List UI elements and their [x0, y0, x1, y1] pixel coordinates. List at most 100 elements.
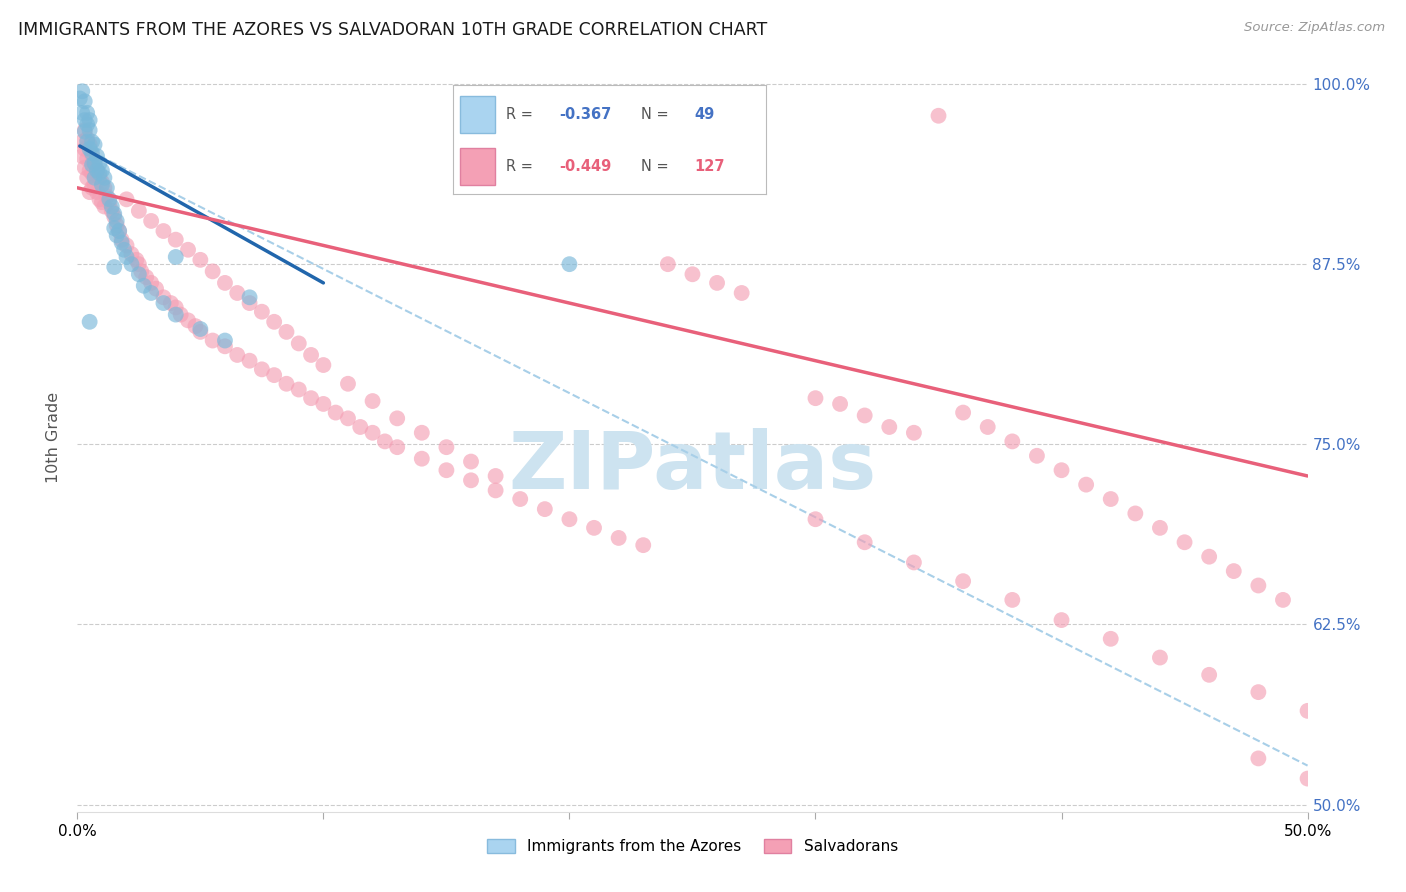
Point [103, 221, 125, 235]
Point [76, 170, 98, 185]
Point [903, 556, 925, 570]
Point [90, 195, 114, 210]
Point [1198, 668, 1220, 682]
Point [337, 411, 360, 425]
Point [69, 91, 91, 105]
Point [214, 276, 236, 290]
Point [1296, 704, 1319, 718]
Point [633, 538, 655, 552]
Point [436, 463, 458, 477]
Point [485, 469, 508, 483]
Point [385, 440, 409, 454]
Point [165, 250, 187, 264]
Point [1026, 449, 1049, 463]
Point [1149, 650, 1171, 665]
Point [83, 170, 105, 185]
Point [101, 203, 124, 218]
Point [96, 181, 118, 195]
Point [103, 260, 125, 274]
Point [188, 322, 212, 336]
Point [1272, 593, 1295, 607]
Point [349, 420, 371, 434]
Point [79, 142, 101, 156]
Point [374, 434, 396, 449]
Point [82, 181, 104, 195]
Point [98, 195, 121, 210]
Point [145, 282, 167, 296]
Point [82, 135, 104, 149]
Point [86, 163, 108, 178]
Point [86, 149, 108, 163]
Point [82, 158, 104, 172]
Point [89, 192, 111, 206]
Point [1247, 578, 1270, 592]
Point [460, 473, 482, 487]
Point [82, 166, 104, 180]
Point [121, 257, 143, 271]
Point [160, 296, 183, 310]
Y-axis label: 10th Grade: 10th Grade [46, 392, 62, 483]
Point [1099, 491, 1122, 506]
Point [1223, 564, 1246, 578]
Point [121, 247, 143, 261]
Point [1125, 507, 1147, 521]
Point [731, 285, 754, 300]
Point [239, 296, 262, 310]
Point [115, 250, 138, 264]
Legend: Immigrants from the Azores, Salvadorans: Immigrants from the Azores, Salvadorans [481, 833, 904, 860]
Point [460, 454, 482, 468]
Point [928, 109, 950, 123]
Point [288, 336, 311, 351]
Point [177, 243, 200, 257]
Point [657, 257, 679, 271]
Point [96, 189, 118, 203]
Point [1099, 632, 1122, 646]
Point [105, 219, 128, 233]
Point [165, 233, 187, 247]
Point [73, 113, 96, 128]
Point [89, 170, 111, 185]
Point [83, 156, 105, 170]
Point [86, 163, 108, 178]
Point [1050, 613, 1073, 627]
Point [165, 301, 187, 315]
Point [115, 238, 138, 252]
Point [70, 84, 93, 98]
Point [128, 267, 150, 281]
Point [135, 270, 157, 285]
Point [299, 391, 322, 405]
Point [132, 278, 155, 293]
Point [250, 362, 273, 376]
Point [682, 267, 704, 281]
Point [82, 149, 104, 163]
Point [1050, 463, 1073, 477]
Point [76, 152, 98, 166]
Point [804, 391, 827, 405]
Point [312, 358, 335, 372]
Point [853, 409, 876, 423]
Point [411, 451, 433, 466]
Point [170, 308, 193, 322]
Point [89, 156, 111, 170]
Point [1076, 477, 1098, 491]
Point [73, 95, 96, 109]
Point [1174, 535, 1197, 549]
Point [263, 315, 285, 329]
Point [111, 233, 132, 247]
Point [607, 531, 630, 545]
Point [361, 394, 384, 409]
Point [93, 181, 115, 195]
Point [312, 397, 335, 411]
Point [101, 200, 124, 214]
Point [89, 166, 111, 180]
Point [188, 252, 212, 267]
Point [76, 117, 98, 131]
Point [93, 200, 115, 214]
Point [129, 264, 153, 278]
Point [82, 146, 104, 161]
Point [105, 214, 128, 228]
Point [79, 123, 101, 137]
Point [79, 315, 101, 329]
Point [239, 290, 262, 304]
Point [276, 325, 298, 339]
